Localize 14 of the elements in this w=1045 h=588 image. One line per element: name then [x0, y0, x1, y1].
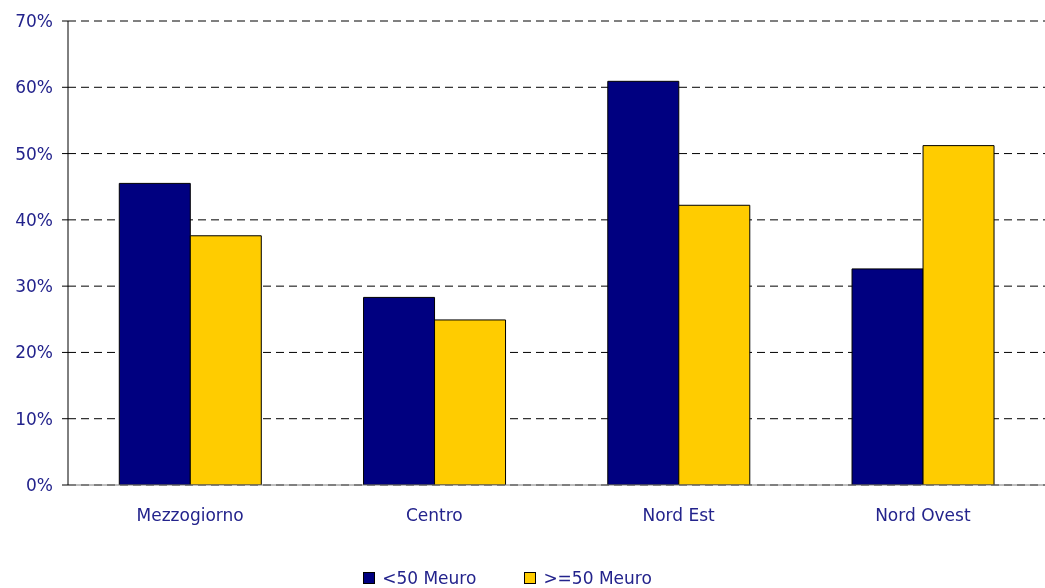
- x-tick-label: Centro: [405, 505, 463, 526]
- x-tick-label: Nord Est: [642, 505, 716, 526]
- y-tick-label: 70%: [15, 11, 53, 32]
- y-tick-label: 0%: [26, 475, 53, 496]
- x-tick-label: Mezzogiorno: [136, 505, 244, 526]
- legend-label: >=50 Meuro: [543, 568, 652, 588]
- y-tick-label: 40%: [15, 209, 53, 230]
- y-tick-label: 30%: [15, 276, 53, 297]
- x-tick-label: Nord Ovest: [875, 505, 971, 526]
- y-tick-label: 60%: [15, 77, 53, 98]
- legend-label: <50 Meuro: [382, 568, 477, 588]
- y-tick-label: 10%: [15, 408, 53, 429]
- y-tick-label: 50%: [15, 143, 53, 164]
- y-tick-label: 20%: [15, 342, 53, 363]
